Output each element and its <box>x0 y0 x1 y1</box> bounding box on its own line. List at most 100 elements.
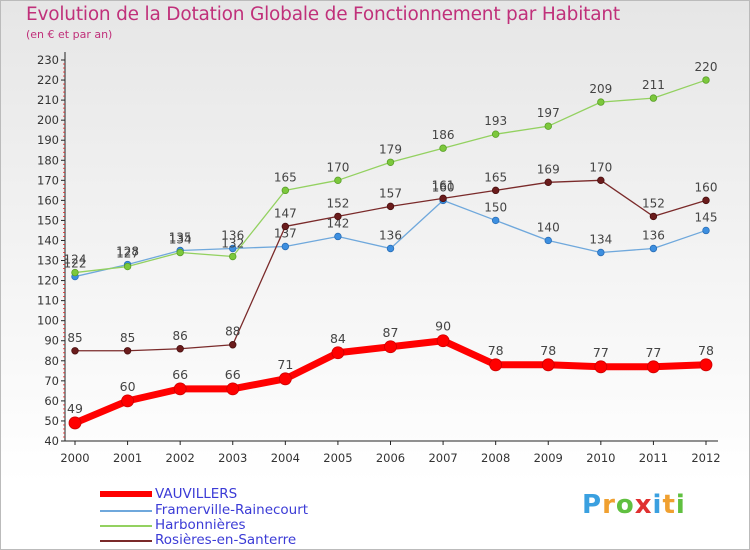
y-tick-label: 230 <box>37 53 59 67</box>
data-label-2: 132 <box>221 237 244 251</box>
data-point-0 <box>489 358 503 372</box>
data-label-1: 150 <box>484 200 507 214</box>
data-label-1: 136 <box>642 228 665 242</box>
data-point-1 <box>597 248 605 257</box>
data-point-3 <box>439 194 447 203</box>
y-tick-label: 160 <box>37 193 59 207</box>
data-label-3: 165 <box>484 170 507 184</box>
y-tick-label: 140 <box>37 233 59 247</box>
data-label-1: 140 <box>537 220 560 234</box>
data-label-1: 128 <box>116 245 139 259</box>
data-label-1: 136 <box>379 228 402 242</box>
data-point-0 <box>594 360 608 374</box>
data-label-1: 142 <box>326 216 349 230</box>
x-tick-label: 2005 <box>323 451 352 465</box>
logo-letter: x <box>634 490 653 520</box>
x-tick-label: 2012 <box>691 451 720 465</box>
x-tick-label: 2009 <box>534 451 563 465</box>
data-label-3: 170 <box>589 160 612 174</box>
data-point-3 <box>123 347 132 355</box>
proxiti-logo: Proxiti <box>582 490 686 520</box>
data-label-2: 220 <box>695 60 718 74</box>
data-label-3: 152 <box>642 196 665 210</box>
data-point-3 <box>702 196 710 205</box>
data-label-0: 77 <box>593 345 609 360</box>
data-point-2 <box>71 268 79 277</box>
data-point-2 <box>386 158 395 166</box>
x-tick-label: 2002 <box>166 451 195 465</box>
legend-label: VAUVILLERS <box>155 486 238 502</box>
data-point-2 <box>439 144 447 152</box>
data-point-2 <box>176 248 184 257</box>
data-point-0 <box>173 382 187 396</box>
x-tick-label: 2000 <box>60 451 89 465</box>
x-tick-label: 2008 <box>481 451 510 465</box>
y-tick-label: 220 <box>37 73 59 87</box>
data-point-0 <box>699 358 713 372</box>
data-point-1 <box>491 216 500 225</box>
data-point-2 <box>334 176 342 185</box>
data-point-1 <box>386 244 395 253</box>
data-label-1: 160 <box>432 180 455 194</box>
data-label-2: 134 <box>169 233 192 247</box>
data-point-1 <box>649 244 658 253</box>
data-label-1: 136 <box>221 228 244 242</box>
data-label-2: 179 <box>379 142 402 156</box>
data-label-0: 49 <box>67 401 83 416</box>
data-point-1 <box>334 232 342 241</box>
data-point-3 <box>71 347 79 355</box>
x-tick-label: 2004 <box>271 451 300 465</box>
data-label-1: 145 <box>695 210 718 224</box>
data-point-0 <box>68 416 82 430</box>
y-tick-label: 120 <box>37 274 59 288</box>
data-label-3: 86 <box>173 329 188 343</box>
data-point-2 <box>123 262 132 271</box>
logo-letter: i <box>652 490 663 520</box>
data-point-0 <box>384 340 397 354</box>
data-point-1 <box>229 244 237 253</box>
data-point-1 <box>544 236 552 245</box>
y-tick-label: 60 <box>44 394 59 408</box>
data-point-3 <box>176 345 184 353</box>
data-point-3 <box>229 341 237 349</box>
y-tick-label: 200 <box>37 113 59 127</box>
data-point-1 <box>702 226 710 235</box>
chart-subtitle: (en € et par an) <box>26 28 113 41</box>
data-label-0: 78 <box>540 343 556 358</box>
data-label-3: 85 <box>67 331 82 345</box>
logo-letter: t <box>662 490 676 520</box>
data-label-3: 85 <box>120 331 135 345</box>
data-label-0: 71 <box>277 357 293 372</box>
data-label-0: 66 <box>225 367 241 382</box>
y-tick-label: 70 <box>44 374 59 388</box>
data-point-0 <box>331 346 345 360</box>
y-tick-label: 150 <box>37 213 59 227</box>
x-tick-label: 2001 <box>113 451 142 465</box>
y-tick-label: 110 <box>37 294 59 308</box>
data-label-0: 66 <box>172 367 188 382</box>
data-point-2 <box>649 94 658 102</box>
x-tick-label: 2007 <box>428 451 457 465</box>
data-label-2: 211 <box>642 78 665 92</box>
x-tick-label: 2010 <box>586 451 615 465</box>
legend-label: Harbonnières <box>155 517 246 533</box>
data-label-3: 157 <box>379 186 402 200</box>
data-label-3: 169 <box>537 162 560 176</box>
y-tick-label: 90 <box>44 334 59 348</box>
data-label-1: 135 <box>169 231 192 245</box>
data-point-3 <box>649 212 658 221</box>
data-label-0: 90 <box>435 319 451 334</box>
data-label-3: 88 <box>225 325 240 339</box>
data-point-2 <box>491 130 500 138</box>
data-label-0: 78 <box>698 343 714 358</box>
legend-swatch <box>100 540 152 542</box>
y-tick-label: 80 <box>44 354 59 368</box>
data-label-1: 134 <box>589 233 612 247</box>
logo-letter: r <box>602 490 616 520</box>
y-tick-label: 100 <box>37 314 59 328</box>
y-tick-label: 40 <box>44 434 59 448</box>
data-label-2: 124 <box>64 253 87 267</box>
data-label-2: 170 <box>326 160 349 174</box>
data-point-2 <box>281 186 290 195</box>
